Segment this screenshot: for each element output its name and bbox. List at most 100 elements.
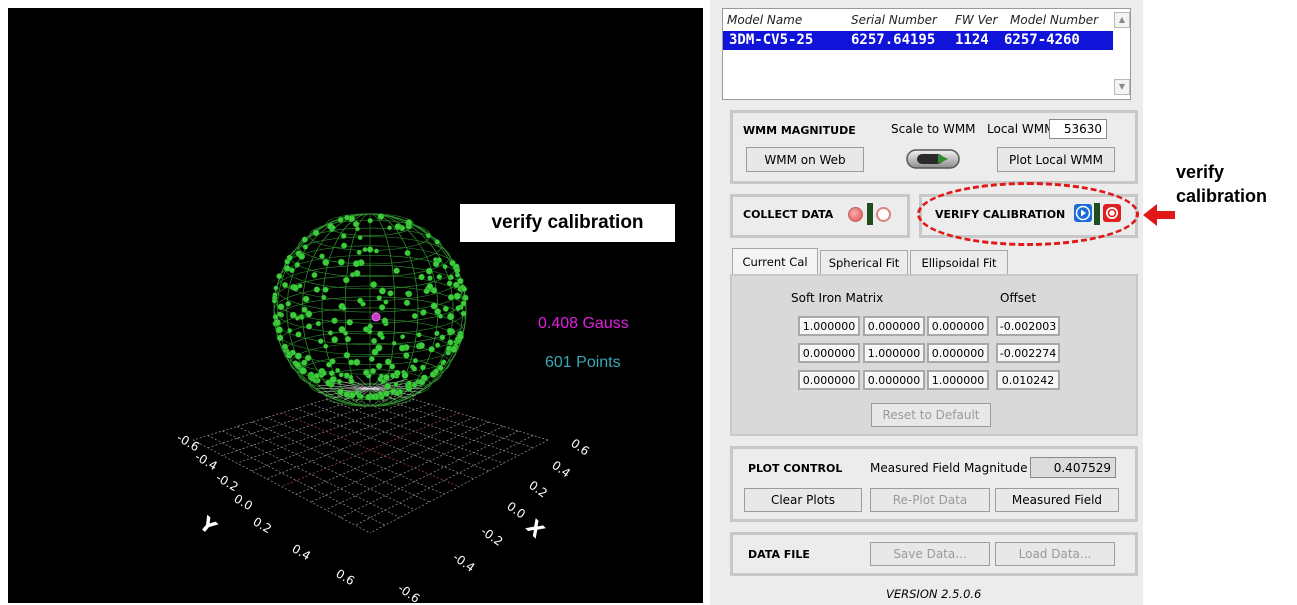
verify-calibration-highlight [917,182,1139,246]
ground-grid-line [325,426,504,511]
sample-point [383,374,390,381]
soft-iron-cell: 0.000000 [863,370,925,390]
tab-current-cal[interactable]: Current Cal [732,248,818,275]
plot-canvas: -0.6-0.4-0.20.00.20.40.60.60.40.20.0-0.2… [175,213,592,603]
collect-stop-icon[interactable] [876,207,891,222]
offset-cell: 0.010242 [996,370,1060,390]
sample-point [323,343,329,349]
ground-grid-line [251,421,430,503]
wmm-on-web-button[interactable]: WMM on Web [746,147,864,172]
sample-point [403,352,410,359]
x-tick-label: 0.6 [568,436,592,458]
sample-point [375,362,383,370]
ground-grid-line [281,412,460,487]
sample-point [438,313,444,319]
sample-point [355,226,360,232]
load-data-button[interactable]: Load Data... [995,542,1115,566]
soft-iron-cell: 0.000000 [927,343,989,363]
measured-field-magnitude-label: Measured Field Magnitude [870,461,1028,475]
sample-point [289,311,297,319]
measured-field-button[interactable]: Measured Field [995,488,1119,512]
reset-to-default-button[interactable]: Reset to Default [871,403,991,427]
ground-grid-line [355,435,534,526]
toggle-switch-icon [906,149,960,169]
sample-point [460,310,467,317]
tab-ellipsoidal-fit[interactable]: Ellipsoidal Fit [910,250,1008,274]
sample-point [335,367,341,373]
save-data-button[interactable]: Save Data... [870,542,990,566]
sample-point [322,258,330,266]
sample-point [286,254,293,261]
sample-point [370,368,377,375]
col-serial-number: Serial Number [851,13,937,27]
sample-point [277,311,283,317]
ground-grid-line [237,426,415,511]
sample-point [400,334,406,340]
sample-point [286,351,292,357]
sample-point [302,295,310,303]
scroll-up-button[interactable]: ▲ [1114,12,1130,28]
sample-point [328,370,335,377]
clear-plots-button[interactable]: Clear Plots [744,488,862,512]
sample-point [356,249,362,256]
sample-point [378,373,384,379]
sample-point [412,358,419,364]
sample-point [447,339,454,346]
soft-iron-cell: 1.000000 [798,316,860,336]
sample-point [336,379,343,385]
sample-point [370,281,377,288]
sample-point [315,320,321,327]
sample-point [436,273,443,280]
sample-point [455,305,462,311]
soft-iron-cell: 0.000000 [863,316,925,336]
sample-point [446,327,453,334]
sample-point [321,370,327,376]
sample-point [366,246,374,253]
sample-point [442,264,448,270]
sample-point [381,317,389,325]
x-tick-label: -0.4 [450,550,477,575]
sample-point [357,297,364,304]
re-plot-data-button[interactable]: Re-Plot Data [870,488,990,512]
sample-point [348,374,354,380]
sample-point [343,351,351,359]
sphere-bottom-spoke [356,375,371,389]
sample-point [428,346,435,353]
ground-grid-line [369,439,549,534]
sample-point [394,390,401,397]
wmm-title: WMM MAGNITUDE [743,124,856,137]
sample-point [447,294,455,301]
sample-point [295,331,302,338]
sample-point [448,274,454,280]
local-wmm-field[interactable]: 53630 [1049,119,1107,139]
sample-point [383,390,390,397]
sample-point [460,300,467,307]
red-arrow-icon [1143,202,1175,232]
sample-point [298,252,306,260]
sample-point [357,235,363,241]
device-row-selected[interactable]: 3DM-CV5-25 6257.64195 1124 6257-4260 [723,31,1113,50]
sample-point [322,286,329,293]
sample-point [344,214,350,221]
tab-spherical-fit[interactable]: Spherical Fit [820,250,908,274]
plot-local-wmm-button[interactable]: Plot Local WMM [997,147,1115,172]
sample-point [301,306,308,313]
magnetometer-3d-plot[interactable]: -0.6 -0.4 -0.2 0.0 0.2 0.4 0.6 0.6 0.4 0.2 0.0 -0.2… [8,8,703,603]
device-model-name: 3DM-CV5-25 [729,32,814,48]
sample-point [329,376,337,384]
ground-grid-line [296,417,474,495]
sample-point [434,308,442,315]
sample-point [446,280,453,287]
sphere-longitude-line [276,213,464,407]
device-list[interactable]: Model Name Serial Number FW Ver Model Nu… [722,8,1131,100]
sample-point [305,310,313,318]
scroll-down-button[interactable]: ▼ [1114,79,1130,95]
collect-record-icon[interactable] [848,207,863,222]
sample-point [420,309,427,316]
sample-point [453,281,460,289]
sample-point [277,303,285,311]
sample-point [346,318,354,326]
sample-point [442,305,449,312]
scale-to-wmm-toggle[interactable] [906,148,960,170]
sample-point [352,260,360,268]
